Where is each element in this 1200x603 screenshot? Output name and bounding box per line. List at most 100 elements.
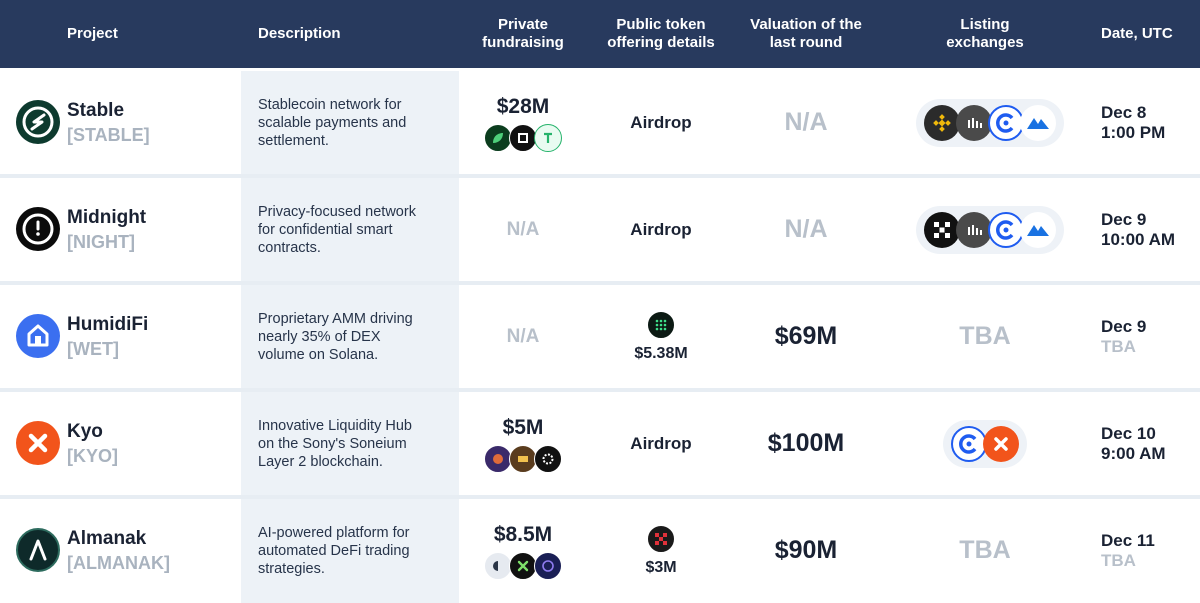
listing-exchanges-cell <box>916 178 1064 281</box>
investor-leaf-icon <box>484 123 512 152</box>
valuation-cell: $69M <box>774 322 838 350</box>
private-fundraising-cell: $8.5M <box>462 499 584 602</box>
investor-list <box>484 444 562 473</box>
date-cell: Dec 10 9:00 AM <box>1101 423 1166 463</box>
coinex-icon <box>988 211 1024 248</box>
almanak-logo-icon <box>16 528 60 572</box>
description-cell-bg <box>241 392 459 495</box>
description-cell-bg <box>241 499 459 603</box>
project-cell: Midnight [NIGHT] <box>67 178 146 281</box>
project-ticker: [KYO] <box>67 445 118 466</box>
private-amount: $8.5M <box>493 522 553 546</box>
project-ticker: [ALMANAK] <box>67 552 170 573</box>
description-cell: Innovative Liquidity Hub on the Sony's So… <box>258 417 412 470</box>
description-cell-bg <box>241 71 459 174</box>
midnight-logo-icon <box>16 207 60 251</box>
table-row: Stable [STABLE] Stablecoin network for sc… <box>0 71 1200 174</box>
project-ticker: [STABLE] <box>67 124 150 145</box>
stable-logo-icon <box>16 100 60 144</box>
bitget-icon <box>956 211 992 248</box>
header-project: Project <box>67 25 118 42</box>
coinex-icon <box>951 425 987 462</box>
table-header: Project Description Private fundraising P… <box>0 0 1200 68</box>
okx-icon <box>924 211 960 248</box>
valuation-cell: N/A <box>784 215 828 243</box>
header-private-fundraising: Private fundraising <box>482 16 564 51</box>
exchange-pill <box>916 205 1064 254</box>
exchange-pill <box>916 98 1064 147</box>
public-offering-cell: $5.38M <box>596 285 726 388</box>
listing-exchanges-cell <box>916 71 1064 174</box>
coinex-icon <box>988 104 1024 141</box>
public-offering-cell: Airdrop <box>630 433 692 453</box>
header-valuation: Valuation of the last round <box>750 16 862 51</box>
row-divider <box>0 495 1200 499</box>
listing-exchanges-cell <box>920 392 1050 495</box>
description-cell-bg <box>241 178 459 281</box>
project-name: HumidiFi <box>67 313 149 335</box>
project-name: Kyo <box>67 420 103 442</box>
private-fundraising-cell: N/A <box>506 218 540 240</box>
description-cell: Privacy-focused network for confidential … <box>258 203 416 256</box>
header-public-offering: Public token offering details <box>607 16 715 51</box>
humidifi-logo-icon <box>16 314 60 358</box>
table-row: Midnight [NIGHT] Privacy-focused network… <box>0 178 1200 281</box>
investor-tby-icon <box>509 444 537 473</box>
listing-exchanges-cell: TBA <box>959 536 1011 564</box>
row-divider <box>0 281 1200 285</box>
investor-gradient-icon <box>484 444 512 473</box>
row-divider <box>0 174 1200 178</box>
date-cell: Dec 9 10:00 AM <box>1101 209 1176 249</box>
header-listing-exchanges: Listing exchanges <box>946 16 1024 51</box>
investor-x-icon <box>509 551 537 580</box>
project-name: Almanak <box>67 527 147 549</box>
private-fundraising-cell: $28M <box>462 71 584 174</box>
header-date: Date, UTC <box>1101 25 1173 42</box>
investor-tether-icon <box>534 123 562 152</box>
private-fundraising-cell: $5M <box>462 392 584 495</box>
valuation-cell: $100M <box>767 429 845 457</box>
private-amount: $5M <box>502 415 544 439</box>
project-name: Midnight <box>67 206 147 228</box>
table-row: Kyo [KYO] Innovative Liquidity Hub on the… <box>0 392 1200 495</box>
launchpad-checker-icon <box>647 524 675 553</box>
project-cell: Almanak [ALMANAK] <box>67 499 170 602</box>
private-amount: $28M <box>496 94 550 118</box>
investor-half-moon-icon <box>484 551 512 580</box>
header-description: Description <box>258 25 341 42</box>
description-cell-bg <box>241 285 459 388</box>
public-offering-cell: $3M <box>596 499 726 602</box>
description-cell: Stablecoin network for scalable payments … <box>258 96 407 149</box>
mexc-icon <box>1020 104 1056 141</box>
table-row: HumidiFi [WET] Proprietary AMM driving ne… <box>0 285 1200 388</box>
project-ticker: [WET] <box>67 338 119 359</box>
launchpad-dots-icon <box>647 310 675 339</box>
row-divider <box>0 388 1200 392</box>
project-cell: HumidiFi [WET] <box>67 285 148 388</box>
public-offering-cell: Airdrop <box>630 112 692 132</box>
kyo-exchange-icon <box>983 425 1019 462</box>
listing-exchanges-cell: TBA <box>959 322 1011 350</box>
investor-list <box>484 123 562 152</box>
kyo-logo-icon <box>16 421 60 465</box>
private-fundraising-cell: N/A <box>506 325 540 347</box>
date-cell: Dec 9 TBA <box>1101 316 1147 356</box>
project-cell: Stable [STABLE] <box>67 71 150 174</box>
table-row: Almanak [ALMANAK] AI-powered platform fo… <box>0 499 1200 603</box>
project-cell: Kyo [KYO] <box>67 392 118 495</box>
mexc-icon <box>1020 211 1056 248</box>
binance-icon <box>924 104 960 141</box>
bitget-icon <box>956 104 992 141</box>
date-cell: Dec 11 TBA <box>1101 530 1155 570</box>
project-ticker: [NIGHT] <box>67 231 135 252</box>
exchange-pill <box>943 419 1027 468</box>
investor-list <box>484 551 562 580</box>
public-offering-cell: Airdrop <box>630 219 692 239</box>
investor-globe-icon <box>534 551 562 580</box>
description-cell: Proprietary AMM driving nearly 35% of DEX… <box>258 310 413 363</box>
description-cell: AI-powered platform for automated DeFi tr… <box>258 524 410 577</box>
investor-gear-icon <box>534 444 562 473</box>
investor-grid-icon <box>509 123 537 152</box>
valuation-cell: $90M <box>774 536 838 564</box>
